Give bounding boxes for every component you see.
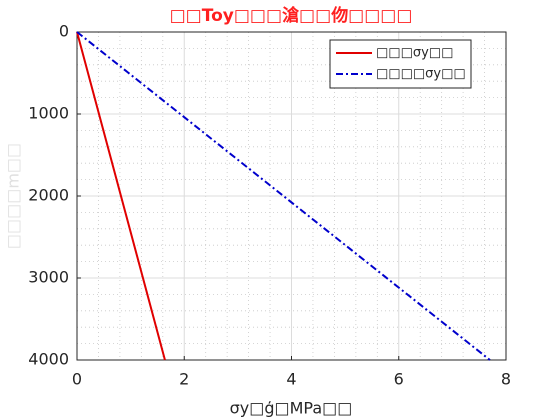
legend-label: □□□□σy□□ (376, 67, 466, 82)
x-tick-label: 2 (179, 370, 189, 389)
legend-label: □□□σy□□ (376, 46, 453, 61)
x-tick-label: 4 (286, 370, 296, 389)
legend: □□□σy□□ □□□□σy□□ (329, 39, 472, 89)
data-line (76, 31, 491, 361)
y-axis-label: □□□□m□□ (4, 143, 23, 249)
x-tick-label: 6 (394, 370, 404, 389)
x-axis-label: σy□ģ□MPa□□ (230, 399, 353, 418)
x-tick-label: 0 (72, 370, 82, 389)
y-tick-label: 2000 (28, 186, 69, 205)
y-tick-label: 3000 (28, 268, 69, 287)
axes-box (76, 31, 507, 361)
chart-title: □□Toy□□□滄□□伆□□□□ (170, 5, 413, 26)
data-line (76, 31, 166, 361)
y-tick-label: 1000 (28, 104, 69, 123)
y-tick-label: 4000 (28, 350, 69, 369)
y-tick-label: 0 (59, 22, 69, 41)
x-tick-label: 8 (501, 370, 511, 389)
legend-box (329, 39, 472, 89)
